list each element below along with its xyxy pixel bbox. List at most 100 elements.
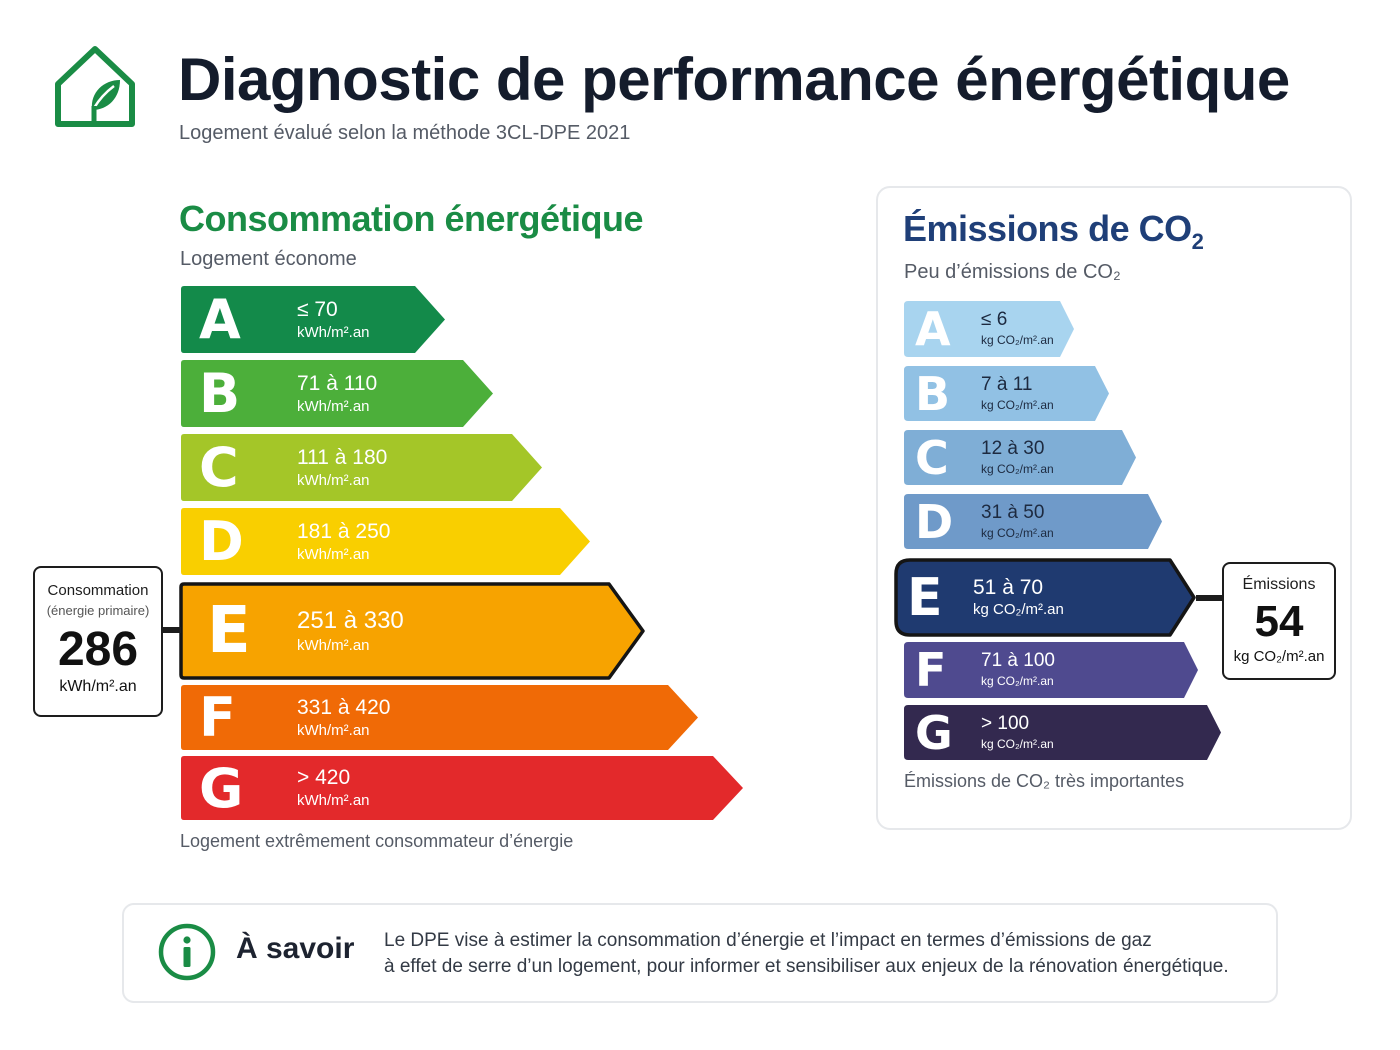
consumption-value: 286	[57, 623, 139, 676]
co2-class-range-unit: kg CO₂/m².an	[981, 333, 1054, 348]
co2-class-letter: B	[915, 366, 951, 421]
co2-class-letter: D	[915, 494, 954, 549]
energy-class-letter: D	[199, 510, 244, 573]
co2-class-range: ≤ 6 kg CO₂/m².an	[981, 310, 1054, 347]
energy-class-b-shape	[181, 360, 493, 427]
emissions-value: 54	[1254, 597, 1304, 646]
co2-section-title: Émissions de CO2	[903, 208, 1204, 255]
co2-class-letter: C	[915, 430, 949, 485]
co2-top-note: Peu d’émissions de CO₂	[904, 261, 1121, 283]
energy-class-d: D 181 à 250 kWh/m².an	[181, 508, 590, 575]
consumption-sublabel: (énergie primaire)	[46, 603, 150, 618]
energy-class-range-unit: kWh/m².an	[297, 545, 370, 563]
energy-class-range: > 420 kWh/m².an	[297, 766, 370, 810]
page-subtitle: Logement évalué selon la méthode 3CL-DPE…	[179, 122, 631, 144]
energy-class-a: A ≤ 70 kWh/m².an	[181, 286, 445, 353]
co2-class-range-value: ≤ 6	[981, 309, 1008, 331]
consumption-label: Consommation	[47, 582, 149, 599]
co2-class-g: G > 100 kg CO₂/m².an	[904, 705, 1221, 760]
co2-class-b: B 7 à 11 kg CO₂/m².an	[904, 366, 1109, 421]
emissions-connector	[1196, 595, 1222, 601]
energy-class-range: 251 à 330 kWh/m².an	[297, 606, 404, 655]
energy-class-range-value: ≤ 70	[297, 297, 338, 321]
co2-class-range-unit: kg CO₂/m².an	[981, 674, 1054, 689]
energy-bottom-note: Logement extrêmement consommateur d’éner…	[180, 831, 574, 851]
energy-class-range-value: 71 à 110	[297, 371, 378, 395]
co2-class-range-value: 12 à 30	[981, 437, 1045, 459]
energy-class-range-value: 181 à 250	[297, 519, 391, 543]
co2-class-letter: F	[915, 643, 947, 697]
energy-class-letter: B	[199, 362, 241, 425]
emissions-callout: Émissions 54 kg CO₂/m².an	[1222, 562, 1336, 680]
co2-class-letter: A	[915, 302, 951, 356]
energy-class-c-shape	[181, 434, 542, 501]
energy-class-f-shape	[181, 685, 698, 750]
co2-class-range-value: 31 à 50	[981, 501, 1045, 523]
co2-class-f: F 71 à 100 kg CO₂/m².an	[904, 642, 1198, 698]
co2-class-a: A ≤ 6 kg CO₂/m².an	[904, 301, 1074, 357]
energy-class-letter: F	[199, 686, 236, 749]
co2-class-e: E 51 à 70 kg CO₂/m².an	[894, 558, 1196, 637]
co2-class-g-shape	[904, 705, 1221, 760]
energy-class-range-unit: kWh/m².an	[297, 721, 370, 739]
emissions-label: Émissions	[1242, 576, 1316, 593]
energy-class-range: 181 à 250 kWh/m².an	[297, 520, 390, 564]
info-title: À savoir	[236, 932, 355, 965]
co2-class-range: 51 à 70 kg CO₂/m².an	[973, 576, 1064, 619]
co2-class-range-value: 7 à 11	[981, 373, 1033, 395]
consumption-unit: kWh/m².an	[59, 678, 137, 695]
co2-class-letter: G	[915, 705, 953, 760]
energy-class-letter: G	[199, 756, 244, 820]
emissions-unit: kg CO₂/m².an	[1233, 648, 1325, 665]
energy-class-range-value: 251 à 330	[297, 606, 404, 634]
co2-class-range-unit: kg CO₂/m².an	[981, 397, 1054, 412]
co2-class-b-shape	[904, 366, 1109, 421]
co2-class-d-shape	[904, 494, 1162, 549]
co2-bottom-note: Émissions de CO₂ très importantes	[904, 771, 1185, 791]
energy-class-a-shape	[181, 286, 445, 353]
co2-class-range: 7 à 11 kg CO₂/m².an	[981, 373, 1054, 412]
energy-class-range: 111 à 180 kWh/m².an	[297, 446, 387, 490]
co2-class-c: C 12 à 30 kg CO₂/m².an	[904, 430, 1136, 485]
energy-class-f: F 331 à 420 kWh/m².an	[181, 685, 698, 750]
energy-top-note: Logement économe	[180, 248, 357, 270]
co2-class-letter: E	[907, 567, 943, 628]
energy-class-e: E 251 à 330 kWh/m².an	[179, 582, 645, 680]
energy-class-g: G > 420 kWh/m².an	[181, 756, 743, 820]
info-box	[122, 903, 1278, 1003]
energy-class-c: C 111 à 180 kWh/m².an	[181, 434, 542, 501]
energy-class-g-shape	[181, 756, 743, 820]
co2-class-range-value: > 100	[981, 712, 1030, 734]
house-leaf-icon	[55, 46, 135, 127]
info-text-line-1: Le DPE vise à estimer la consommation d’…	[384, 930, 1152, 951]
energy-section-title: Consommation énergétique	[179, 198, 644, 239]
co2-class-range: > 100 kg CO₂/m².an	[981, 712, 1054, 751]
energy-class-range-unit: kWh/m².an	[297, 471, 370, 489]
energy-class-range: ≤ 70 kWh/m².an	[297, 298, 370, 342]
co2-class-a-shape	[904, 301, 1074, 357]
energy-class-letter: C	[199, 436, 239, 499]
co2-class-range-unit: kg CO₂/m².an	[981, 736, 1054, 751]
energy-class-range-unit: kWh/m².an	[297, 792, 370, 810]
energy-class-letter: A	[199, 288, 241, 351]
co2-class-range-unit: kg CO₂/m².an	[981, 461, 1054, 476]
co2-title-sub: 2	[1191, 229, 1204, 255]
co2-class-range: 71 à 100 kg CO₂/m².an	[981, 651, 1055, 688]
info-icon	[158, 923, 216, 981]
energy-class-e-shape	[179, 582, 645, 680]
co2-class-f-shape	[904, 642, 1198, 698]
energy-class-range: 331 à 420 kWh/m².an	[297, 696, 390, 740]
energy-class-range: 71 à 110 kWh/m².an	[297, 372, 377, 416]
energy-class-b: B 71 à 110 kWh/m².an	[181, 360, 493, 427]
energy-class-range-value: 111 à 180	[297, 445, 388, 469]
co2-class-d: D 31 à 50 kg CO₂/m².an	[904, 494, 1162, 549]
co2-class-range: 12 à 30 kg CO₂/m².an	[981, 437, 1054, 476]
consumption-connector	[163, 627, 181, 633]
co2-class-range: 31 à 50 kg CO₂/m².an	[981, 501, 1054, 540]
energy-class-letter: E	[207, 594, 251, 668]
energy-class-range-value: 331 à 420	[297, 695, 391, 719]
energy-class-range-unit: kWh/m².an	[297, 323, 370, 341]
co2-class-range-unit: kg CO₂/m².an	[973, 601, 1064, 619]
consumption-callout: Consommation (énergie primaire) 286 kWh/…	[33, 566, 163, 717]
energy-class-d-shape	[181, 508, 590, 575]
